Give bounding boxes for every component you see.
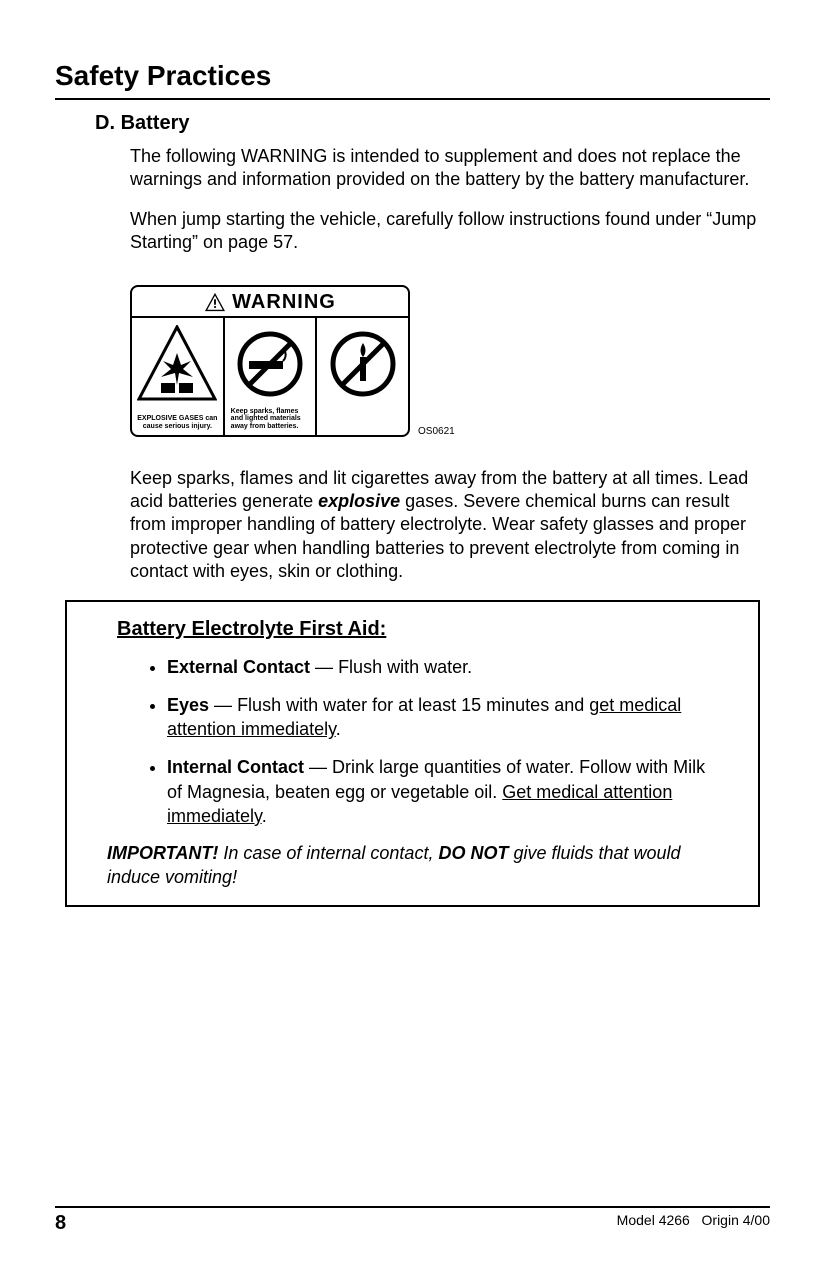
alert-triangle-icon	[204, 292, 226, 312]
fa-item-3-label: Internal Contact	[167, 757, 304, 777]
paragraph-2: When jump starting the vehicle, carefull…	[130, 208, 760, 255]
section-title: Battery	[121, 112, 190, 134]
first-aid-list: External Contact — Flush with water. Eye…	[167, 655, 708, 829]
footer-origin: Origin 4/00	[702, 1212, 770, 1228]
warning-panel-3	[317, 318, 408, 435]
page-footer: 8 Model 4266 Origin 4/00	[55, 1206, 770, 1235]
no-flame-icon	[328, 329, 398, 399]
fa-item-1-dash: —	[310, 657, 338, 677]
page-number: 8	[55, 1212, 66, 1235]
p3-emphasis: explosive	[318, 491, 400, 511]
important-note: IMPORTANT! In case of internal contact, …	[107, 842, 718, 889]
first-aid-item-3: Internal Contact — Drink large quantitie…	[167, 755, 708, 828]
first-aid-box: Battery Electrolyte First Aid: External …	[65, 600, 760, 908]
first-aid-title: Battery Electrolyte First Aid:	[117, 618, 738, 641]
warning-label: WARNING EXPLOSIVE GASES can cause seriou…	[130, 285, 410, 437]
warning-label-code: OS0621	[418, 426, 455, 437]
footer-model: Model 4266	[617, 1212, 690, 1228]
important-text-a: In case of internal contact,	[218, 843, 438, 863]
important-bold: DO NOT	[438, 843, 508, 863]
section-letter: D.	[95, 112, 115, 134]
paragraph-1: The following WARNING is intended to sup…	[130, 145, 760, 192]
warning-header-text: WARNING	[232, 291, 336, 314]
fa-item-1-text: Flush with water.	[338, 657, 472, 677]
fa-item-2-dash: —	[209, 695, 237, 715]
panel-23-caption: Keep sparks, flames and lighted material…	[229, 408, 312, 431]
fa-item-1-label: External Contact	[167, 657, 310, 677]
section-heading: D. Battery	[95, 112, 770, 135]
panel-1-caption: EXPLOSIVE GASES can cause serious injury…	[136, 415, 219, 430]
fa-item-2-text: Flush with water for at least 15 minutes…	[237, 695, 589, 715]
fa-item-2-label: Eyes	[167, 695, 209, 715]
paragraph-3: Keep sparks, flames and lit cigarettes a…	[130, 467, 760, 584]
warning-panel-2: Keep sparks, flames and lighted material…	[225, 318, 318, 435]
warning-panel-1: EXPLOSIVE GASES can cause serious injury…	[132, 318, 225, 435]
warning-label-container: WARNING EXPLOSIVE GASES can cause seriou…	[130, 285, 770, 437]
warning-panels: EXPLOSIVE GASES can cause serious injury…	[132, 318, 408, 435]
no-smoking-icon	[235, 329, 305, 399]
warning-header: WARNING	[132, 287, 408, 318]
first-aid-item-1: External Contact — Flush with water.	[167, 655, 708, 679]
fa-item-3-dash: —	[304, 757, 332, 777]
page-title: Safety Practices	[55, 60, 770, 100]
first-aid-item-2: Eyes — Flush with water for at least 15 …	[167, 693, 708, 742]
explosion-triangle-icon	[137, 325, 217, 403]
important-label: IMPORTANT!	[107, 843, 218, 863]
footer-right: Model 4266 Origin 4/00	[617, 1212, 770, 1228]
